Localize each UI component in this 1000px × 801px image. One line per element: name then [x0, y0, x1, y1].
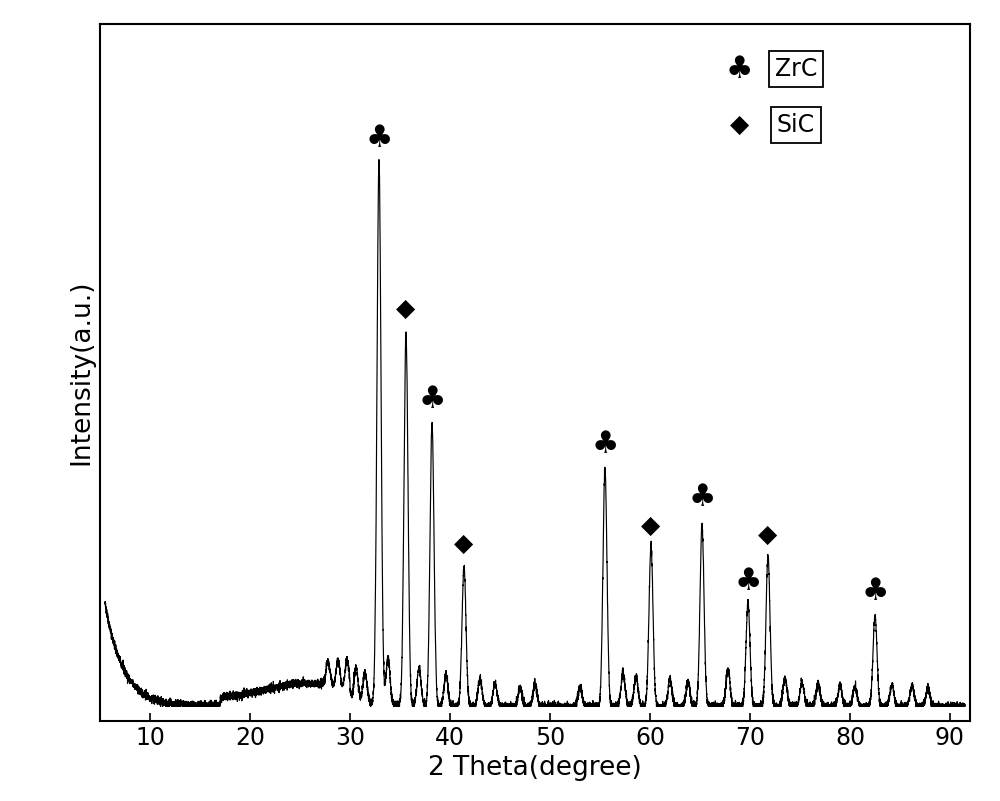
Text: ♣: ♣ — [591, 430, 619, 460]
Text: ZrC: ZrC — [775, 58, 817, 82]
Text: ♣: ♣ — [734, 567, 762, 597]
Text: ◆: ◆ — [641, 513, 661, 537]
X-axis label: 2 Theta(degree): 2 Theta(degree) — [428, 755, 642, 781]
Text: ◆: ◆ — [454, 532, 474, 556]
Y-axis label: Intensity(a.u.): Intensity(a.u.) — [68, 280, 94, 465]
Text: ◆: ◆ — [758, 523, 778, 547]
Text: ◆: ◆ — [730, 113, 749, 137]
Text: ♣: ♣ — [861, 577, 889, 606]
Text: ♣: ♣ — [688, 484, 716, 513]
Text: ◆: ◆ — [396, 296, 416, 320]
Text: ♣: ♣ — [365, 124, 393, 153]
Text: SiC: SiC — [777, 113, 815, 137]
Text: ♣: ♣ — [418, 384, 446, 413]
Text: ♣: ♣ — [726, 54, 753, 84]
